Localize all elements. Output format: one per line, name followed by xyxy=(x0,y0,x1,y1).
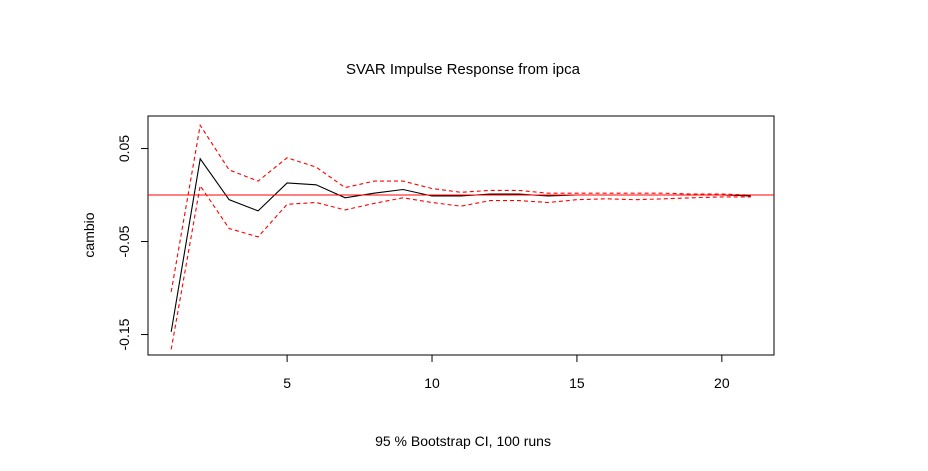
chart-title: SVAR Impulse Response from ipca xyxy=(346,61,581,78)
x-tick-label: 15 xyxy=(569,375,585,391)
y-tick-label: 0.05 xyxy=(116,135,132,162)
y-axis-label: cambio xyxy=(81,212,97,257)
series-layer xyxy=(148,123,774,350)
y-tick-label: -0.15 xyxy=(116,318,132,350)
x-tick-label: 20 xyxy=(714,375,730,391)
x-axis: 5 10 15 20 xyxy=(283,354,730,391)
series-line-lower xyxy=(170,184,751,350)
x-tick-label: 5 xyxy=(283,375,291,391)
x-tick-label: 10 xyxy=(424,375,440,391)
x-axis-label: 95 % Bootstrap CI, 100 runs xyxy=(375,433,551,449)
series-line-response xyxy=(170,157,751,332)
y-axis: 0.05 -0.05 -0.15 xyxy=(116,135,149,351)
y-tick-label: -0.05 xyxy=(116,225,132,257)
plot-area-frame xyxy=(147,115,775,356)
series-line-upper xyxy=(170,123,751,292)
